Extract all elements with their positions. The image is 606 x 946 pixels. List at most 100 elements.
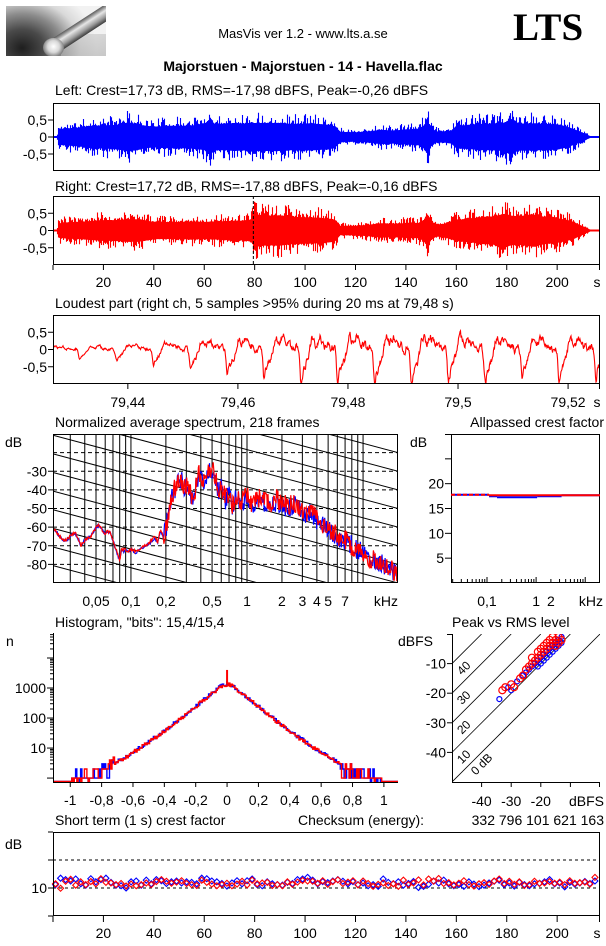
crest-point-right	[354, 881, 362, 889]
y-tick-label: -60	[27, 519, 47, 535]
crest-point-right	[444, 878, 453, 887]
crest-point-right	[510, 880, 519, 889]
x-tick-label: 100	[293, 925, 317, 941]
x-tick-label: 79,46	[220, 394, 255, 410]
crest-point-right	[394, 882, 403, 891]
crest-point-right	[238, 877, 246, 886]
crest-point-right	[187, 880, 196, 889]
x-axis-unit-label: s	[594, 394, 601, 410]
y-tick-label: -20	[426, 685, 446, 701]
x-tick-label: 2	[278, 593, 286, 609]
x-tick-label: 80	[247, 274, 263, 290]
crest-point-right	[303, 877, 312, 885]
x-tick-label: -30	[501, 793, 521, 809]
allpassed-crest-chart: 20 15 10 5 dB 0,1 1 2 kHz	[410, 434, 603, 609]
x-tick-label: 160	[445, 925, 469, 941]
x-tick-label: 3	[298, 593, 306, 609]
x-tick-label: 20	[96, 274, 112, 290]
x-tick-label: 0,6	[311, 792, 331, 808]
crest-point-right	[545, 877, 554, 886]
crest-point-right	[102, 878, 110, 887]
x-tick-label: 40	[146, 925, 162, 941]
loudest-part-trace	[53, 328, 600, 384]
crest-point-left	[56, 874, 65, 882]
crest-point-right	[92, 880, 100, 888]
crest-point-left	[132, 877, 140, 885]
right-channel-stats-title: Right: Crest=17,72 dB, RMS=-17,88 dBFS, …	[55, 178, 437, 194]
crest-point-right	[81, 880, 90, 889]
short-term-crest-chart: 10 dB 20 40 60 80 100 120 140 160 180 200 s	[5, 831, 601, 941]
crest-point-right	[223, 879, 231, 888]
y-tick-label: -40	[27, 482, 47, 498]
crest-point-right	[505, 877, 514, 886]
crest-point-right	[399, 876, 408, 884]
crest-point-left	[187, 878, 196, 887]
spectrum-reference-slope-line	[53, 565, 121, 583]
x-tick-label: 0,2	[156, 593, 176, 609]
y-tick-label: -70	[27, 538, 47, 554]
x-tick-label: 0,4	[280, 792, 300, 808]
x-axis-unit-label: s	[594, 925, 601, 941]
crest-point-right	[157, 875, 166, 884]
left-waveform-chart: 0,50-0,5	[23, 103, 600, 171]
y-tick-label: -0,5	[23, 146, 47, 162]
crest-point-left	[233, 876, 241, 885]
crest-point-left	[192, 880, 201, 888]
y-tick-label: -30	[27, 463, 47, 479]
y-tick-label: -50	[27, 501, 47, 517]
x-tick-label: 140	[394, 925, 418, 941]
crest-point-right	[525, 880, 534, 889]
crest-reference-line	[452, 634, 600, 782]
crest-point-left	[384, 878, 393, 887]
y-tick-label: 20	[428, 476, 444, 492]
crest-point-right	[117, 879, 125, 888]
crest-point-left	[424, 880, 433, 889]
waveform-trace	[53, 110, 600, 166]
spectrum-reference-slope-line	[53, 509, 331, 583]
y-tick-label: 10	[428, 525, 444, 541]
y-tick-label: -40	[426, 744, 446, 760]
y-tick-label: 10	[30, 740, 46, 756]
crest-point-right	[495, 875, 503, 883]
crest-point-right	[465, 880, 473, 889]
crest-point-right	[490, 877, 498, 885]
x-tick-label: 200	[545, 274, 569, 290]
x-axis-unit-label: kHz	[374, 593, 398, 609]
crest-point-left	[349, 877, 357, 886]
x-tick-label: 0,1	[121, 593, 141, 609]
crest-point-right	[530, 877, 539, 886]
spectrum-reference-slope-line	[53, 434, 398, 528]
x-tick-label: -0,4	[152, 792, 176, 808]
y-axis-label: dBFS	[398, 633, 433, 649]
x-tick-label: 200	[545, 925, 569, 941]
y-tick-label: -10	[426, 656, 446, 672]
x-tick-label: -0,8	[90, 792, 114, 808]
y-tick-label: 10	[31, 880, 47, 896]
crest-point-right	[369, 882, 377, 891]
spectrum-right-line	[53, 462, 398, 583]
crest-point-right	[379, 879, 387, 887]
crest-reference-line	[452, 634, 542, 724]
crest-point-right	[409, 879, 418, 887]
crest-point-right	[434, 874, 443, 883]
crest-point-right	[414, 876, 423, 884]
x-tick-label: 1	[243, 593, 251, 609]
crest-point-right	[197, 876, 206, 884]
x-tick-label: -1	[64, 792, 77, 808]
y-tick-label: 0	[39, 223, 47, 239]
crest-point-right	[308, 877, 317, 886]
crest-point-right	[61, 877, 70, 886]
crest-point-right	[318, 876, 327, 885]
crest-point-right	[313, 879, 322, 888]
y-axis-label: dB	[410, 434, 427, 450]
crest-point-left	[258, 881, 266, 890]
x-axis-unit-label: s	[594, 274, 601, 290]
waveform-trace	[53, 201, 600, 259]
crest-point-right	[334, 876, 342, 884]
loudest-part-chart: 0,5 0-0,5 79,44 79,46 79,48 79,5 79,52 s	[23, 315, 601, 410]
crest-point-right	[107, 879, 115, 887]
crest-point-right	[127, 880, 135, 888]
x-tick-label: 180	[495, 274, 519, 290]
x-tick-label: 4	[313, 593, 321, 609]
